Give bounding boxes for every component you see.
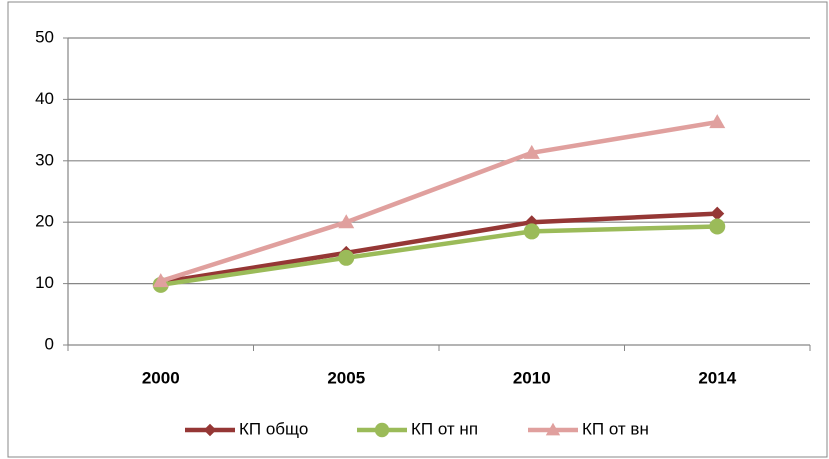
marker <box>710 206 725 221</box>
marker <box>152 273 169 288</box>
y-tick-label: 0 <box>45 334 54 353</box>
legend-label: КП от вн <box>582 419 649 438</box>
marker <box>203 423 217 437</box>
series-line <box>160 211 718 285</box>
x-tick-label: 2005 <box>327 368 365 387</box>
marker <box>338 249 355 266</box>
y-tick-label: 30 <box>35 150 54 169</box>
marker <box>523 144 540 159</box>
marker <box>374 422 390 438</box>
y-tick-label: 10 <box>35 273 54 292</box>
chart-border <box>7 1 828 458</box>
x-tick-label: 2000 <box>142 368 180 387</box>
series-line <box>160 119 718 284</box>
series-line <box>160 224 718 288</box>
x-tick-label: 2010 <box>513 368 551 387</box>
y-tick-label: 20 <box>35 212 54 231</box>
y-tick-label: 50 <box>35 27 54 46</box>
marker <box>338 214 355 229</box>
x-tick-label: 2014 <box>698 368 736 387</box>
marker <box>545 422 561 436</box>
y-tick-label: 40 <box>35 89 54 108</box>
marker <box>523 223 540 240</box>
legend-label: КП общо <box>239 419 308 438</box>
marker <box>709 114 726 129</box>
legend-label: КП от нп <box>411 419 478 438</box>
marker <box>709 218 726 235</box>
